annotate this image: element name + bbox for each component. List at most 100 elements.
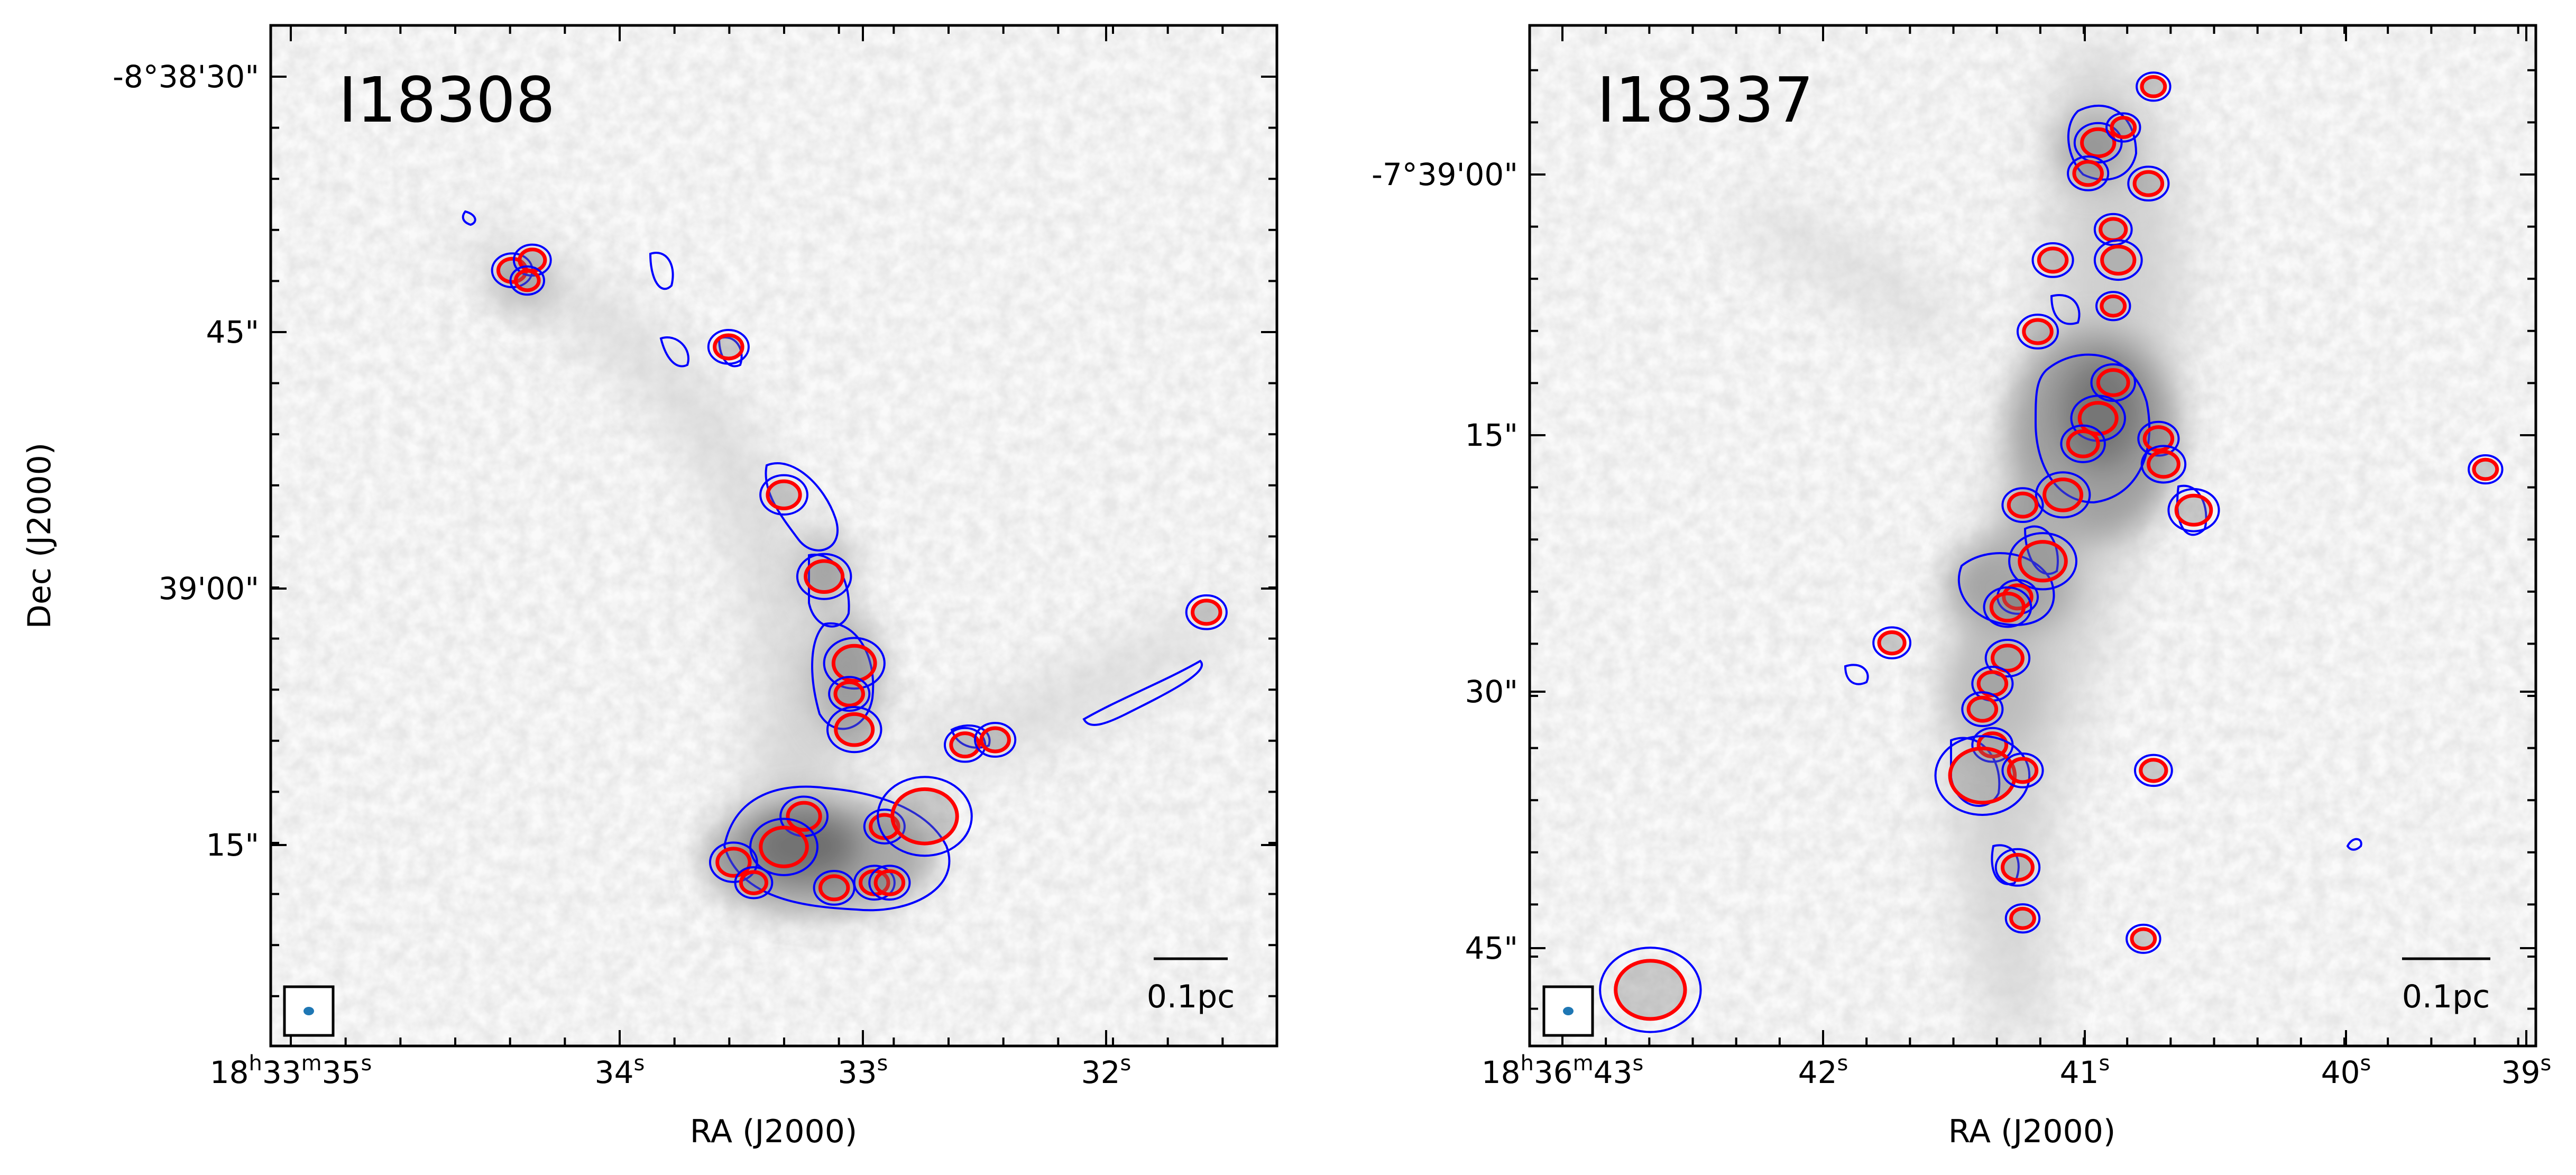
source-ellipse (2130, 927, 2157, 951)
source-halo (974, 722, 1017, 758)
x-tick-labels-a: 18h33m35s 34s 33s 32 s (210, 1051, 1131, 1090)
x-tick-label: 34s (595, 1051, 645, 1090)
source-halo (2001, 487, 2044, 524)
source-halo (863, 809, 906, 844)
source-halo (2127, 166, 2170, 202)
x-tick-label: 40s (2321, 1051, 2371, 1090)
source-halo (1934, 735, 2031, 816)
source-ellipse (2077, 401, 2119, 436)
source-ellipse (2140, 75, 2167, 98)
source-ellipse (2007, 491, 2039, 519)
tick-label-unit: m (1573, 1051, 1594, 1076)
x-tick-label: 18h33m35s (210, 1051, 372, 1090)
source-halo (2073, 122, 2123, 164)
low-contours-b (1844, 105, 2362, 885)
tick-label-unit: s (1837, 1051, 1848, 1076)
source-ellipse (2022, 318, 2054, 345)
scalebar-b: 0.1pc (2402, 957, 2490, 1015)
x-axis-label-a: RA (J2000) (690, 1113, 858, 1150)
frame-b (1528, 24, 2537, 1048)
source-halo (2016, 314, 2059, 350)
beam-box-a (283, 985, 335, 1037)
source-halo (2126, 923, 2161, 954)
source-halo (707, 329, 750, 365)
source-ellipse (715, 847, 752, 878)
source-halo (2136, 71, 2172, 102)
source-ellipse (713, 333, 744, 361)
source-ellipse (759, 825, 809, 868)
y-tick-label: 45" (206, 314, 259, 350)
source-halo (2008, 532, 2077, 591)
source-ellipse (2080, 127, 2117, 159)
source-ellipse (1990, 644, 2025, 673)
source-halo (877, 776, 973, 857)
panel-i18308: I18308 0.1pc 18h33m35s 34s 33s 32s -8°38'30… (21, 24, 1278, 1150)
y-tick-labels-b: -7°39'00" 15" 30" 45" (1372, 157, 1518, 966)
source-ellipse (833, 680, 865, 708)
beam-frame-a (283, 985, 335, 1037)
tick-label-value: 32 (1081, 1054, 1120, 1090)
y-tick-label: -7°39'00" (1372, 157, 1518, 192)
source-ellipse (2146, 449, 2181, 479)
tick-label-value: 18 (210, 1054, 249, 1090)
tick-label-unit: h (249, 1051, 262, 1076)
source-halo (868, 865, 911, 901)
intensity-map-b (1530, 25, 2536, 1046)
tick-label-unit: s (877, 1051, 888, 1076)
source-ellipse (1877, 630, 1907, 656)
tick-label-value: 18 (1482, 1054, 1521, 1090)
beam-box-b (1542, 985, 1594, 1037)
source-halo (2468, 454, 2504, 485)
source-halo (749, 818, 818, 876)
source-ellipse (2018, 540, 2068, 583)
x-tick-label: 39s (2501, 1051, 2552, 1090)
source-ellipse (2132, 170, 2165, 197)
source-ellipse (804, 559, 845, 594)
tick-label-unit: m (301, 1051, 322, 1076)
tick-label-value: 33 (262, 1054, 301, 1090)
source-ellipse (1989, 591, 2026, 623)
source-halo (759, 474, 808, 516)
source-halo (853, 865, 896, 901)
source-ellipse (2100, 244, 2137, 276)
source-ellipse (834, 712, 875, 747)
y-axis-label-a: Dec (J2000) (21, 443, 58, 629)
source-halo (2105, 112, 2141, 143)
source-ellipse (818, 874, 850, 902)
source-ellipse (2472, 457, 2499, 481)
beam-ellipse-b (1563, 1007, 1574, 1015)
tick-label-value: 40 (2321, 1054, 2360, 1090)
beam-ellipse-a (303, 1007, 314, 1015)
source-halo (823, 637, 886, 690)
source-halo (512, 243, 552, 277)
tick-label-value: 42 (1798, 1054, 1837, 1090)
tick-label-value: 35 (322, 1054, 361, 1090)
x-tick-label: 33s (838, 1051, 888, 1090)
tick-label-value: 33 (838, 1054, 877, 1090)
y-tick-label: 15" (1465, 417, 1518, 453)
intensity-map-a (271, 25, 1277, 1046)
x-axis-label-b: RA (J2000) (1948, 1113, 2116, 1150)
source-halo (509, 265, 545, 296)
source-halo (1872, 626, 1911, 659)
beam-frame-b (1542, 985, 1594, 1037)
source-halo (1983, 586, 2032, 628)
tick-label-value: 41 (2060, 1054, 2099, 1090)
y-tick-label: -8°38'30" (113, 59, 259, 95)
source-halo (2133, 754, 2173, 787)
source-ellipse (2037, 246, 2069, 274)
source-ellipse (2099, 217, 2128, 242)
source-halo (2031, 242, 2074, 278)
source-halo (2067, 155, 2110, 191)
source-halo (1961, 691, 2004, 728)
source-ellipse (2139, 758, 2168, 783)
source-ellipse (513, 269, 541, 292)
tick-label-value: 36 (1534, 1054, 1573, 1090)
scalebar-label-b: 0.1pc (2402, 978, 2490, 1015)
x-tick-label: 42s (1798, 1051, 1848, 1090)
panel-title-a: I18308 (338, 63, 555, 136)
source-ellipse (2009, 906, 2036, 930)
source-halo (796, 553, 852, 600)
source-ellipse (1614, 959, 1687, 1021)
